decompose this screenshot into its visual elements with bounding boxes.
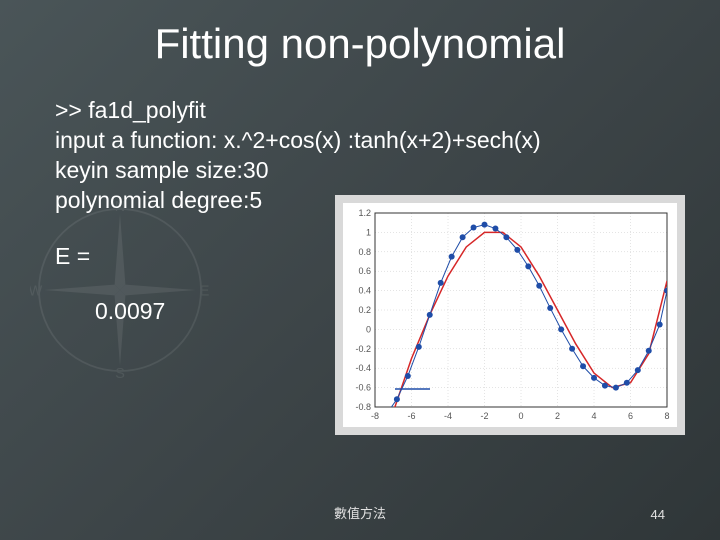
svg-text:S: S <box>115 366 125 380</box>
svg-text:0: 0 <box>366 324 371 334</box>
svg-text:0.6: 0.6 <box>358 266 371 276</box>
code-line-2: input a function: x.^2+cos(x) :tanh(x+2)… <box>55 126 665 156</box>
svg-text:8: 8 <box>664 411 669 421</box>
svg-text:2: 2 <box>555 411 560 421</box>
svg-text:0: 0 <box>518 411 523 421</box>
svg-text:6: 6 <box>628 411 633 421</box>
fitting-chart: -8 -6 -4 -2 0 2 4 6 8 -0.8 -0.6 -0.4 -0.2 0 0.2 0.4 0.6 0… <box>343 203 677 427</box>
svg-text:-4: -4 <box>444 411 452 421</box>
chart-panel: -8 -6 -4 -2 0 2 4 6 8 -0.8 -0.6 -0.4 -0.2 0 0.2 0.4 0.6 0… <box>335 195 685 435</box>
footer-text: 數值方法 <box>0 503 720 522</box>
svg-text:-0.8: -0.8 <box>355 402 371 412</box>
code-line-3: keyin sample size:30 <box>55 156 665 186</box>
svg-text:-0.4: -0.4 <box>355 363 371 373</box>
slide-title: Fitting non-polynomial <box>0 0 720 68</box>
svg-text:4: 4 <box>591 411 596 421</box>
svg-text:1: 1 <box>366 227 371 237</box>
svg-text:-8: -8 <box>371 411 379 421</box>
svg-text:-0.6: -0.6 <box>355 383 371 393</box>
svg-text:0.4: 0.4 <box>358 286 371 296</box>
svg-text:-6: -6 <box>407 411 415 421</box>
svg-text:1.2: 1.2 <box>358 208 371 218</box>
svg-text:0.2: 0.2 <box>358 305 371 315</box>
svg-text:0.8: 0.8 <box>358 247 371 257</box>
svg-text:-0.2: -0.2 <box>355 344 371 354</box>
page-number: 44 <box>651 507 665 522</box>
svg-text:-2: -2 <box>480 411 488 421</box>
code-line-1: >> fa1d_polyfit <box>55 96 665 126</box>
